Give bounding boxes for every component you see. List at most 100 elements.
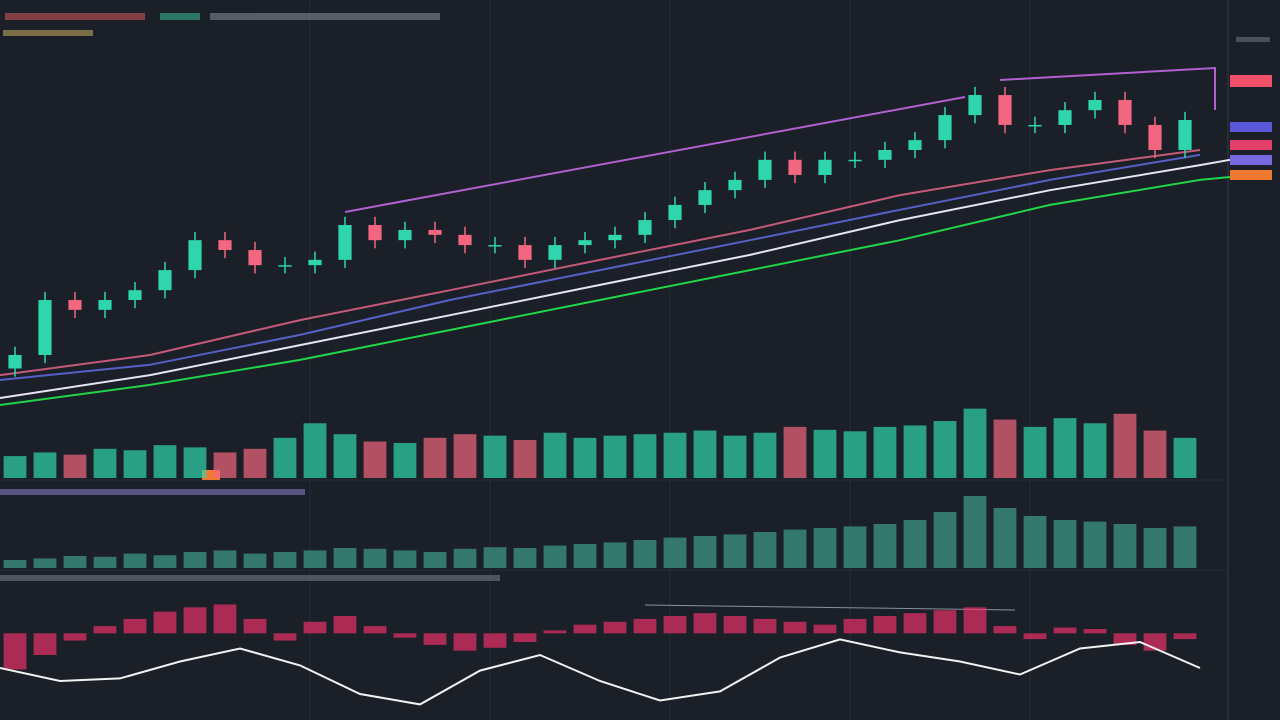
- bar: [963, 496, 987, 568]
- candle-body: [278, 265, 292, 267]
- bar: [603, 435, 627, 478]
- bar: [3, 633, 27, 670]
- bar: [783, 621, 807, 634]
- bar: [243, 618, 267, 634]
- bar: [753, 618, 777, 634]
- bar: [723, 435, 747, 478]
- bar: [633, 618, 657, 634]
- header-blur: [0, 575, 500, 581]
- bar: [543, 545, 567, 568]
- bar: [213, 604, 237, 634]
- indicator-line: [0, 149, 1201, 377]
- bar: [273, 633, 297, 641]
- candle-body: [908, 140, 922, 150]
- header-blur: [5, 13, 145, 20]
- bar: [1083, 521, 1107, 568]
- bar: [813, 429, 837, 478]
- bar: [573, 437, 597, 478]
- price-tag: [1230, 75, 1272, 87]
- candle-body: [728, 179, 742, 191]
- bar: [393, 633, 417, 638]
- candle-body: [1088, 99, 1102, 111]
- bar: [903, 425, 927, 478]
- header-blur: [210, 13, 440, 20]
- bar: [903, 520, 927, 568]
- bar: [183, 447, 207, 478]
- bar: [33, 633, 57, 655]
- bar: [1053, 627, 1077, 634]
- bar: [333, 548, 357, 568]
- bar: [1143, 430, 1167, 478]
- bar: [123, 618, 147, 634]
- box-line: [999, 66, 1216, 110]
- bar: [453, 548, 477, 568]
- indicator-line: [0, 153, 1201, 381]
- bar: [693, 536, 717, 568]
- bar: [153, 611, 177, 634]
- bar: [813, 528, 837, 568]
- bar: [783, 529, 807, 568]
- bar: [663, 537, 687, 568]
- bar: [693, 613, 717, 634]
- bar: [243, 553, 267, 568]
- bar: [423, 437, 447, 478]
- bar: [1023, 633, 1047, 640]
- grid: [0, 0, 1228, 720]
- bar: [633, 434, 657, 478]
- candle-body: [938, 115, 952, 141]
- bar: [363, 548, 387, 568]
- bar: [423, 633, 447, 645]
- candle-body: [428, 229, 442, 235]
- candle-body: [68, 300, 82, 310]
- candle-body: [1148, 124, 1162, 150]
- header-placeholders: [0, 13, 500, 581]
- bar: [633, 540, 657, 568]
- bar: [33, 558, 57, 568]
- bar: [213, 452, 237, 478]
- bar: [1053, 418, 1077, 478]
- bar: [843, 431, 867, 478]
- candle-body: [758, 159, 772, 180]
- bar: [363, 626, 387, 634]
- candle-body: [698, 190, 712, 205]
- bar: [363, 441, 387, 478]
- bar: [603, 621, 627, 634]
- annotation-line: [644, 604, 1016, 611]
- bar: [513, 440, 537, 478]
- bar: [393, 550, 417, 568]
- price-axis-placeholders: [202, 37, 1272, 480]
- indicator-line: [0, 158, 1231, 399]
- candle-body: [848, 159, 862, 162]
- bar: [1173, 633, 1197, 640]
- bar: [513, 548, 537, 568]
- bar: [963, 607, 987, 634]
- candle-body: [1118, 99, 1132, 125]
- bar: [753, 532, 777, 568]
- bar: [93, 626, 117, 634]
- bar: [423, 552, 447, 568]
- bar: [723, 534, 747, 568]
- bar: [63, 454, 87, 478]
- bar: [903, 613, 927, 634]
- bar: [963, 408, 987, 478]
- candle-body: [1058, 110, 1072, 125]
- candle-body: [158, 270, 172, 291]
- bar: [483, 435, 507, 478]
- bar: [573, 544, 597, 568]
- candle-body: [308, 259, 322, 266]
- price-tag: [1230, 122, 1272, 132]
- candle-body: [98, 300, 112, 310]
- bar: [543, 630, 567, 634]
- bar: [933, 512, 957, 568]
- header-blur: [3, 30, 93, 36]
- bar: [603, 542, 627, 568]
- bar: [1173, 437, 1197, 478]
- bar: [573, 624, 597, 634]
- axis-blur: [1236, 37, 1270, 42]
- bar: [1023, 516, 1047, 568]
- bar: [63, 556, 87, 568]
- bar: [663, 616, 687, 634]
- bar: [183, 607, 207, 634]
- bar: [393, 442, 417, 478]
